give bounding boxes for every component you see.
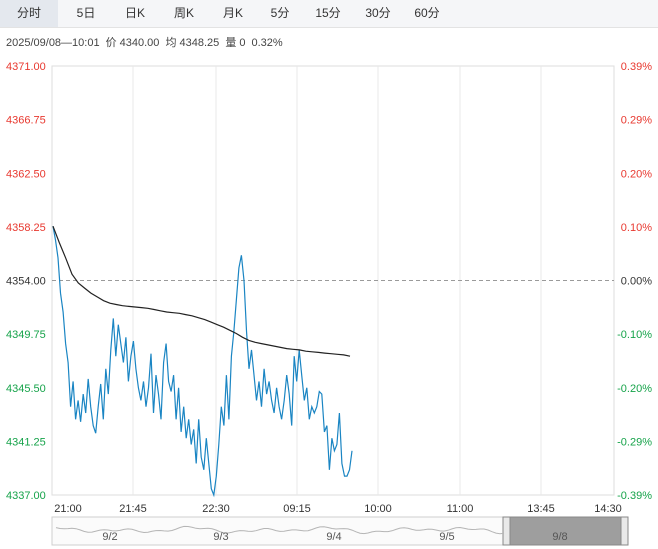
tab-5[interactable]: 月K — [222, 6, 243, 20]
period-tabs: 分时 5日 日K 周K 月K 5分 15分 30分 60分 — [0, 0, 658, 28]
pct-tick-label: 0.00% — [621, 276, 652, 288]
y-tick-label: 4345.50 — [6, 383, 46, 395]
pct-tick-label: -0.20% — [617, 383, 652, 395]
navigator-date-label: 9/3 — [213, 531, 228, 543]
navigator-overview-line — [55, 525, 505, 535]
tab-7[interactable]: 15分 — [315, 6, 341, 20]
pct-tick-label: -0.39% — [617, 490, 652, 502]
x-tick-label: 21:45 — [119, 503, 147, 515]
tab-4[interactable]: 周K — [173, 6, 194, 20]
volume-label: 量 — [225, 37, 237, 49]
y-tick-label: 4358.25 — [6, 222, 46, 234]
x-tick-label: 14:30 — [594, 503, 622, 515]
x-tick-label: 09:15 — [283, 503, 311, 515]
navigator-date-label: 9/4 — [326, 531, 341, 543]
tab-1[interactable]: 分时 — [0, 0, 58, 27]
pct-tick-label: 0.29% — [621, 115, 652, 127]
pct-tick-label: 0.39% — [621, 61, 652, 73]
y-tick-label: 4362.50 — [6, 168, 46, 180]
x-tick-label: 11:00 — [447, 503, 474, 515]
navigator-handle-left[interactable] — [502, 516, 511, 546]
avg-label: 均 — [165, 37, 177, 49]
volume-value: 0 — [239, 37, 246, 49]
y-tick-label: 4371.00 — [6, 61, 46, 73]
y-tick-label: 4341.25 — [6, 436, 46, 448]
pct-tick-label: 0.10% — [621, 222, 652, 234]
tab-3[interactable]: 日K — [124, 6, 145, 20]
pct-tick-label: 0.20% — [621, 168, 652, 180]
navigator-date-label: 9/8 — [552, 531, 567, 543]
x-tick-label: 13:45 — [527, 503, 555, 515]
quote-datetime: 2025/09/08—10:01 — [6, 37, 100, 49]
x-tick-label: 22:30 — [202, 503, 230, 515]
x-tick-label: 21:00 — [54, 503, 82, 515]
price-value: 4340.00 — [119, 37, 160, 49]
x-tick-label: 10:00 — [364, 503, 392, 515]
tab-2[interactable]: 5日 — [76, 6, 96, 20]
navigator-date-label: 9/5 — [439, 531, 454, 543]
navigator-handle-right[interactable] — [620, 516, 629, 546]
pct-tick-label: -0.29% — [617, 436, 652, 448]
y-tick-label: 4349.75 — [6, 329, 46, 341]
tab-8[interactable]: 30分 — [365, 6, 391, 20]
avg-value: 4348.25 — [179, 37, 220, 49]
y-tick-label: 4354.00 — [6, 276, 46, 288]
price-series-line — [52, 226, 353, 498]
y-tick-label: 4366.75 — [6, 115, 46, 127]
pct-tick-label: -0.10% — [617, 329, 652, 341]
price-label: 价 — [105, 37, 117, 49]
change-percent: 0.32% — [251, 37, 283, 49]
tab-9[interactable]: 60分 — [414, 6, 440, 20]
y-tick-label: 4337.00 — [6, 490, 46, 502]
tab-6[interactable]: 5分 — [270, 6, 290, 20]
navigator-date-label: 9/2 — [102, 531, 117, 543]
avg-price-line — [52, 225, 351, 357]
